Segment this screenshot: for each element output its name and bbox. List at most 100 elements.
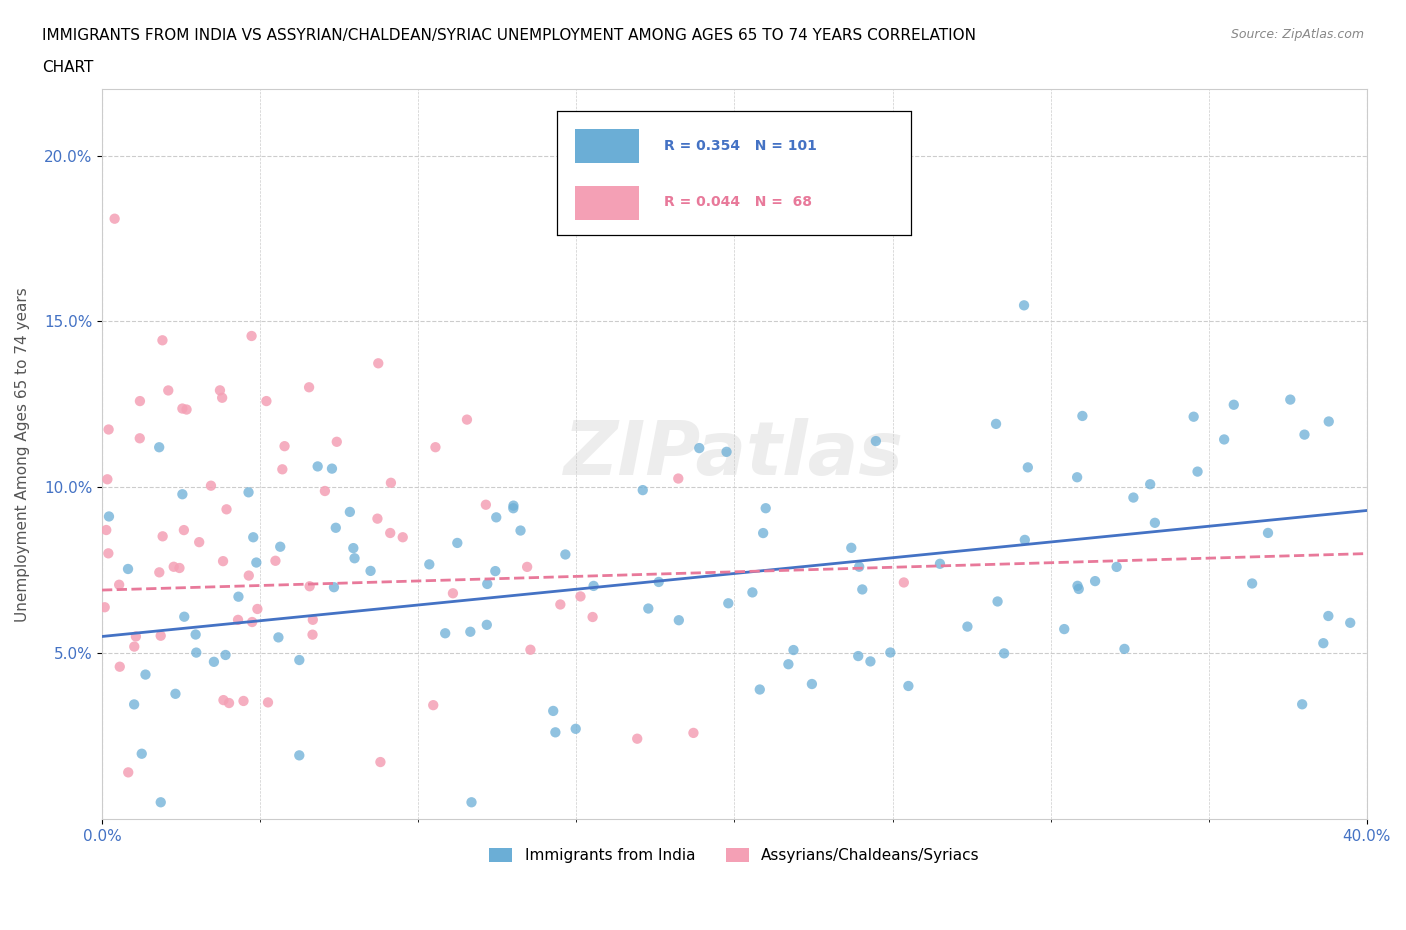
Text: ZIPatlas: ZIPatlas (564, 418, 904, 491)
Point (631, 483, 654, 498)
Point (1012, 298, 1035, 312)
Point (800, 677, 823, 692)
Point (434, 626, 457, 641)
Point (1279, 392, 1302, 407)
Point (1014, 533, 1036, 548)
Point (267, 630, 290, 644)
Point (188, 535, 211, 550)
Point (460, 624, 482, 639)
Point (544, 724, 567, 739)
Point (668, 613, 690, 628)
Point (173, 609, 195, 624)
Point (484, 564, 506, 578)
Point (298, 578, 321, 593)
Point (391, 530, 413, 545)
Point (865, 433, 887, 448)
Point (475, 618, 498, 632)
Point (848, 559, 870, 574)
Point (240, 328, 263, 343)
Point (1294, 427, 1316, 442)
Point (96, 472, 118, 486)
Point (211, 391, 233, 405)
Point (1317, 414, 1340, 429)
Point (929, 556, 952, 571)
Point (238, 485, 260, 499)
Point (778, 657, 800, 671)
Point (1053, 621, 1076, 636)
Point (339, 504, 361, 519)
Point (1291, 697, 1313, 711)
Point (846, 648, 869, 663)
Point (228, 590, 250, 604)
Point (269, 539, 291, 554)
Point (893, 575, 915, 590)
Point (367, 356, 389, 371)
Legend: Immigrants from India, Assyrians/Chaldeans/Syriacs: Immigrants from India, Assyrians/Chaldea… (484, 843, 986, 870)
Point (208, 383, 231, 398)
Point (212, 553, 235, 568)
Point (238, 568, 260, 583)
Point (477, 577, 499, 591)
Point (1067, 581, 1090, 596)
Point (422, 698, 444, 712)
Point (307, 459, 329, 474)
Point (647, 575, 669, 590)
Point (273, 439, 295, 454)
Point (550, 597, 572, 612)
Point (993, 646, 1015, 661)
Point (212, 693, 235, 708)
Point (108, 659, 131, 674)
Point (148, 565, 170, 579)
Point (1187, 464, 1209, 479)
Point (897, 679, 920, 694)
Point (752, 525, 775, 540)
Point (485, 510, 508, 525)
Point (509, 523, 531, 538)
Point (688, 441, 710, 456)
Point (257, 695, 280, 710)
Point (148, 440, 170, 455)
Point (360, 564, 382, 578)
Point (1312, 636, 1334, 651)
Point (475, 498, 498, 512)
Point (456, 412, 478, 427)
Point (163, 559, 186, 574)
Point (637, 601, 659, 616)
Point (380, 475, 402, 490)
Point (321, 461, 343, 476)
Point (323, 579, 346, 594)
Point (748, 682, 770, 697)
Point (569, 589, 592, 604)
Point (1257, 525, 1279, 540)
Point (218, 696, 240, 711)
Point (288, 748, 311, 763)
Point (1339, 616, 1361, 631)
Point (246, 602, 269, 617)
Point (1066, 578, 1088, 593)
Point (314, 484, 336, 498)
Point (152, 333, 174, 348)
Point (1213, 432, 1236, 447)
Point (1139, 477, 1161, 492)
Point (129, 393, 152, 408)
Point (97, 422, 120, 437)
Point (173, 523, 195, 538)
Point (541, 703, 564, 718)
Point (149, 629, 172, 644)
Point (157, 383, 180, 398)
Point (108, 578, 131, 592)
Point (176, 402, 198, 417)
Text: CHART: CHART (42, 60, 94, 75)
Point (301, 612, 323, 627)
Point (519, 643, 541, 658)
Point (117, 562, 139, 577)
Point (1017, 460, 1039, 475)
Point (202, 655, 225, 670)
Point (165, 686, 187, 701)
Point (93, 600, 115, 615)
Point (987, 594, 1010, 609)
Point (215, 502, 238, 517)
Point (460, 795, 482, 810)
Point (325, 520, 347, 535)
Point (200, 478, 222, 493)
